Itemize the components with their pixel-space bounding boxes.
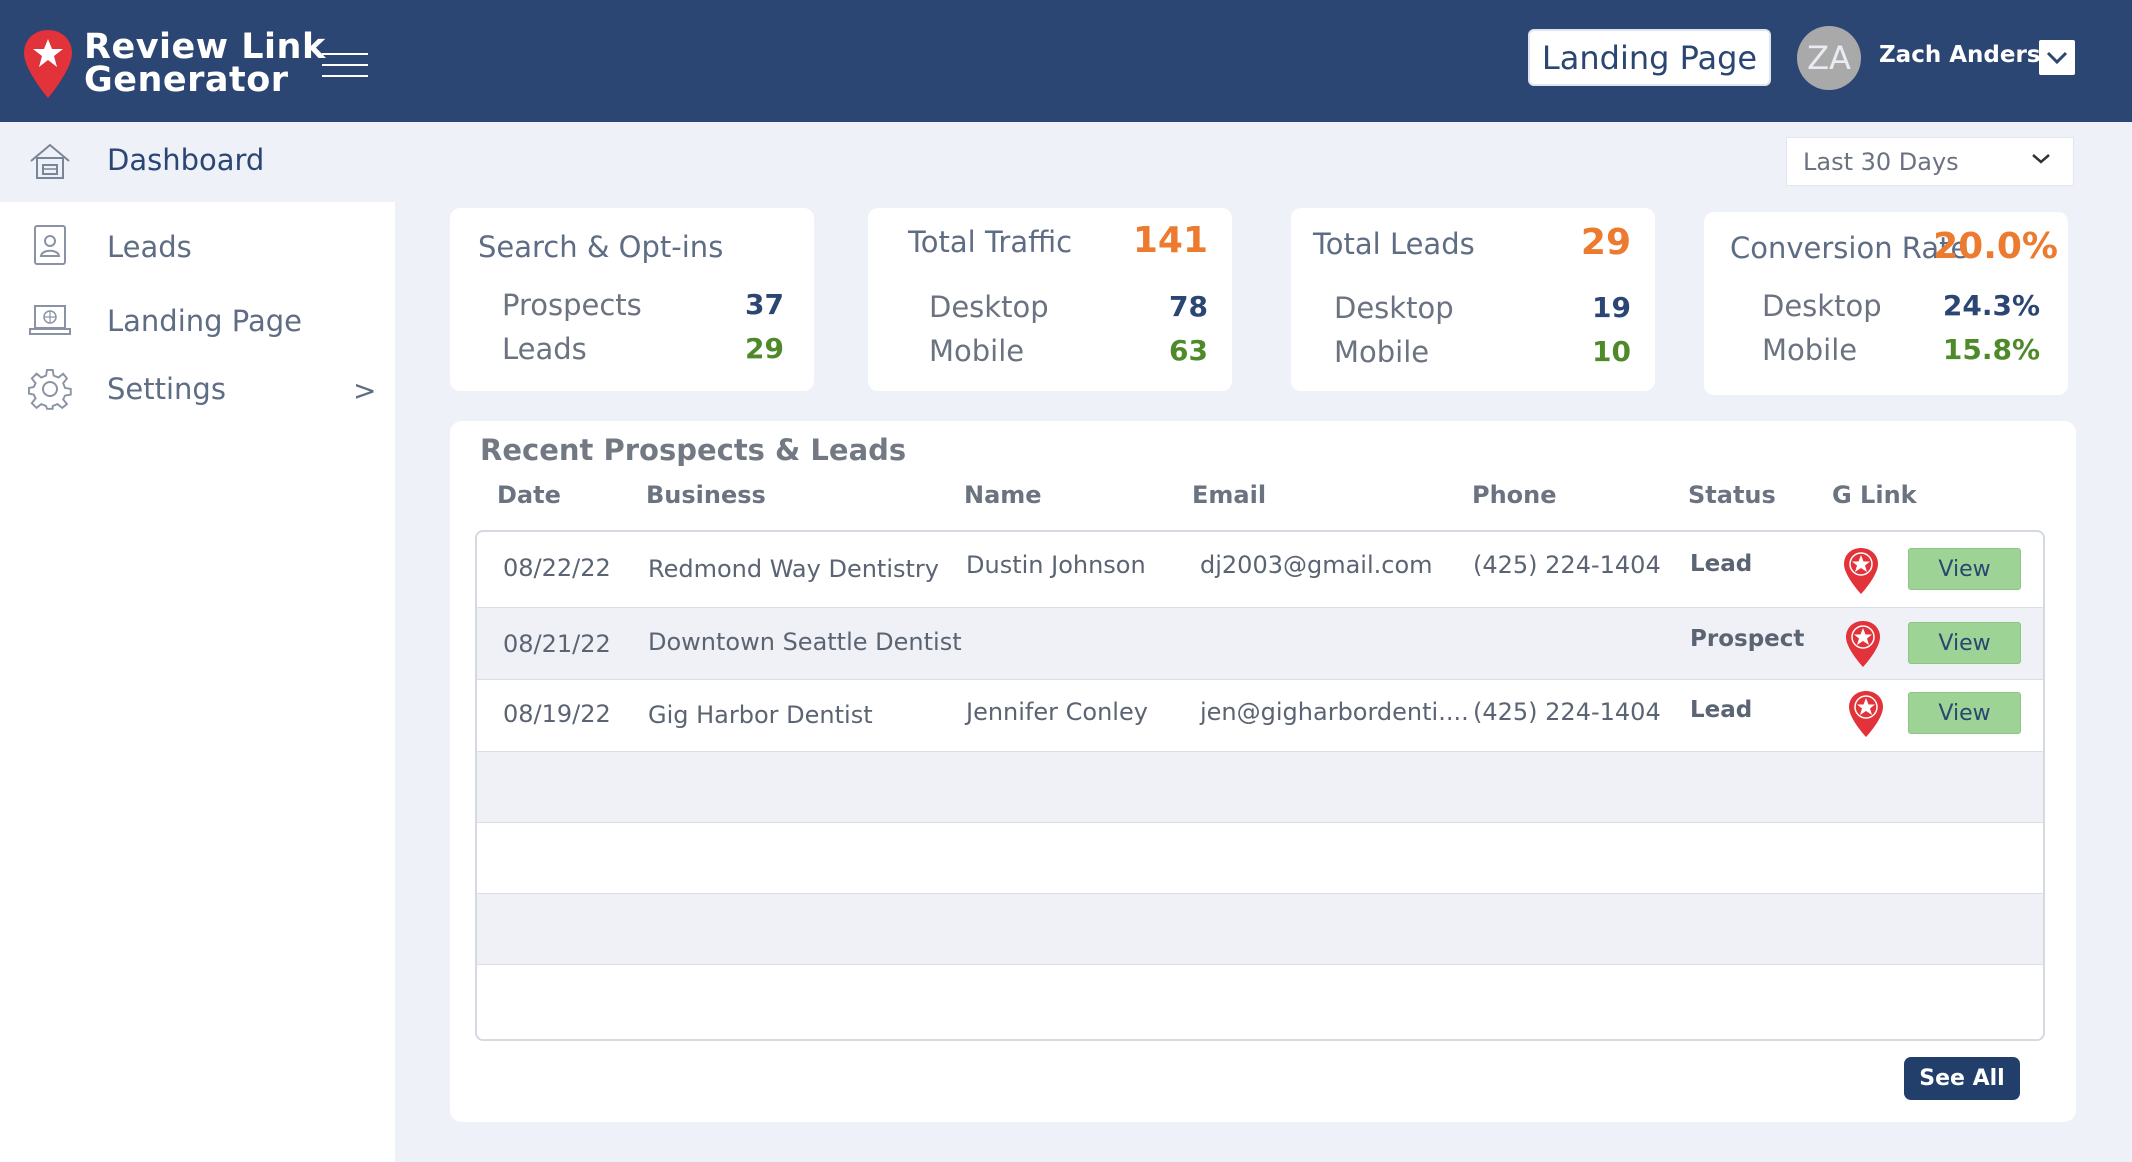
cell-business: Gig Harbor Dentist	[648, 701, 873, 729]
conversion-rate-card: Conversion Rate 20.0% Desktop 24.3% Mobi…	[1704, 212, 2068, 395]
status-badge: Prospect	[1690, 626, 1805, 652]
row-label: Prospects	[502, 288, 642, 322]
card-title: Total Traffic	[908, 225, 1073, 259]
laptop-globe-icon	[29, 305, 71, 335]
sidebar-item-landing-page[interactable]: Landing Page	[0, 292, 395, 358]
gear-icon	[28, 368, 72, 410]
conversion-desktop: 24.3%	[1942, 289, 2040, 322]
google-link-pin-icon[interactable]	[1844, 620, 1882, 668]
cell-date: 08/22/22	[503, 554, 611, 582]
row-label: Leads	[502, 332, 587, 366]
avatar[interactable]: ZA	[1797, 26, 1861, 90]
cell-date: 08/19/22	[503, 700, 611, 728]
status-badge: Lead	[1690, 697, 1753, 723]
chevron-down-icon	[2032, 154, 2050, 164]
row-label: Desktop	[1762, 289, 1882, 323]
menu-toggle-icon[interactable]	[322, 53, 368, 79]
cell-email[interactable]: dj2003@gmail.com	[1200, 551, 1433, 579]
map-pin-star-icon	[24, 30, 72, 98]
leads-count: 29	[745, 332, 784, 365]
leads-desktop: 19	[1592, 291, 1631, 324]
table-row[interactable]: 08/21/22 Downtown Seattle Dentist Prospe…	[477, 608, 2043, 680]
card-title: Search & Opt-ins	[478, 230, 724, 264]
logo-text-line1: Review Link	[84, 27, 326, 67]
recent-prospects-panel: Recent Prospects & Leads Date Business N…	[450, 421, 2076, 1122]
column-header-email[interactable]: Email	[1192, 481, 1267, 509]
row-label: Mobile	[929, 334, 1025, 368]
traffic-mobile: 63	[1169, 334, 1208, 367]
contact-card-icon	[34, 225, 66, 265]
table-row-empty	[477, 965, 2043, 1039]
row-label: Desktop	[929, 290, 1049, 324]
leads-mobile: 10	[1592, 335, 1631, 368]
cell-phone: (425) 224-1404	[1473, 698, 1661, 726]
card-title: Conversion Rate	[1730, 231, 1969, 265]
chevron-right-icon: >	[353, 374, 377, 407]
sidebar-item-leads[interactable]: Leads	[0, 222, 395, 288]
cell-name: Dustin Johnson	[966, 551, 1146, 579]
total-leads-card: Total Leads 29 Desktop 19 Mobile 10	[1291, 208, 1655, 391]
user-menu-dropdown[interactable]	[2039, 40, 2075, 75]
chevron-down-icon	[2046, 51, 2068, 64]
sidebar-item-label: Landing Page	[107, 304, 302, 338]
view-button[interactable]: View	[1908, 692, 2021, 734]
prospects-count: 37	[745, 288, 784, 321]
google-link-pin-icon[interactable]	[1847, 690, 1885, 738]
card-title: Total Leads	[1313, 227, 1475, 261]
cell-business: Redmond Way Dentistry	[648, 555, 939, 583]
date-range-select[interactable]: Last 30 Days	[1786, 137, 2074, 186]
column-header-status[interactable]: Status	[1688, 481, 1776, 509]
column-header-g-link[interactable]: G Link	[1832, 481, 1917, 509]
status-badge: Lead	[1690, 551, 1753, 577]
search-optins-card: Search & Opt-ins Prospects 37 Leads 29	[450, 208, 814, 391]
leads-total: 29	[1580, 222, 1631, 263]
column-header-phone[interactable]: Phone	[1472, 481, 1557, 509]
app-logo[interactable]: Review Link Generator	[22, 28, 326, 100]
sidebar-item-settings[interactable]: Settings >	[0, 362, 395, 428]
traffic-desktop: 78	[1169, 290, 1208, 323]
table-row[interactable]: 08/19/22 Gig Harbor Dentist Jennifer Con…	[477, 680, 2043, 752]
sidebar-item-label: Settings	[107, 372, 226, 406]
column-header-name[interactable]: Name	[964, 481, 1042, 509]
table-row-empty	[477, 823, 2043, 894]
cell-phone: (425) 224-1404	[1473, 551, 1661, 579]
table-row-empty	[477, 752, 2043, 823]
google-link-pin-icon[interactable]	[1842, 547, 1880, 595]
traffic-total: 141	[1132, 220, 1208, 261]
cell-business: Downtown Seattle Dentist	[648, 628, 962, 656]
table-row-empty	[477, 894, 2043, 965]
panel-title: Recent Prospects & Leads	[480, 433, 907, 467]
conversion-total: 20.0%	[1933, 226, 2058, 267]
conversion-mobile: 15.8%	[1942, 333, 2040, 366]
sidebar-item-label: Dashboard	[107, 143, 265, 177]
top-navbar: Review Link Generator Landing Page ZA Za…	[0, 0, 2132, 122]
date-range-value: Last 30 Days	[1803, 147, 1959, 176]
row-label: Mobile	[1762, 333, 1858, 367]
row-label: Mobile	[1334, 335, 1430, 369]
cell-date: 08/21/22	[503, 630, 611, 658]
see-all-button[interactable]: See All	[1904, 1057, 2020, 1100]
row-label: Desktop	[1334, 291, 1454, 325]
table-row[interactable]: 08/22/22 Redmond Way Dentistry Dustin Jo…	[477, 532, 2043, 608]
column-header-date[interactable]: Date	[497, 481, 561, 509]
sidebar-item-label: Leads	[107, 230, 192, 264]
recent-table: 08/22/22 Redmond Way Dentistry Dustin Jo…	[475, 530, 2045, 1041]
home-icon	[30, 143, 70, 179]
column-header-business[interactable]: Business	[646, 481, 766, 509]
total-traffic-card: Total Traffic 141 Desktop 78 Mobile 63	[868, 208, 1232, 391]
logo-text-line2: Generator	[84, 60, 289, 100]
sidebar-item-dashboard[interactable]: Dashboard	[0, 122, 395, 202]
landing-page-button[interactable]: Landing Page	[1528, 29, 1771, 86]
view-button[interactable]: View	[1908, 622, 2021, 664]
sidebar: Dashboard Leads Landing Page Settings >	[0, 122, 395, 1162]
cell-name: Jennifer Conley	[966, 698, 1148, 726]
cell-email[interactable]: jen@gigharbordenti....	[1200, 698, 1469, 726]
view-button[interactable]: View	[1908, 548, 2021, 590]
